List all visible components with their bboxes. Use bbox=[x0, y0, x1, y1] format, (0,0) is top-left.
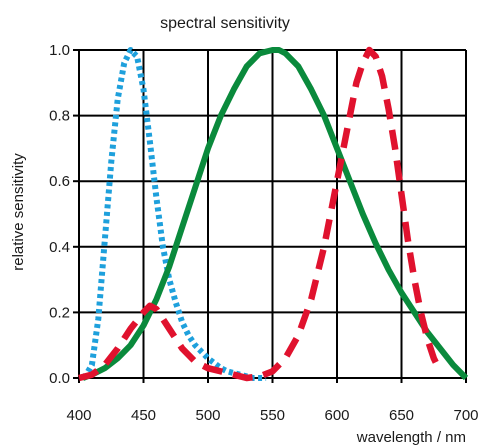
y-tick-label-5: 1.0 bbox=[49, 42, 70, 59]
chart-title: spectral sensitivity bbox=[160, 15, 290, 32]
y-tick-labels: 0.0 0.2 0.4 0.6 0.8 1.0 bbox=[49, 42, 79, 387]
x-tick-label-2: 500 bbox=[195, 407, 220, 424]
series-layer bbox=[78, 46, 469, 382]
series-line-2 bbox=[78, 46, 444, 382]
x-tick-label-5: 650 bbox=[389, 407, 414, 424]
series-line-0 bbox=[81, 47, 267, 381]
x-axis-title: wavelength / nm bbox=[356, 429, 466, 446]
y-axis-title: relative sensitivity bbox=[10, 153, 27, 271]
x-tick-label-4: 600 bbox=[324, 407, 349, 424]
series-line-1 bbox=[81, 47, 469, 381]
y-tick-label-2: 0.4 bbox=[49, 239, 70, 256]
x-tick-labels: 400 450 500 550 600 650 700 bbox=[66, 378, 479, 424]
y-tick-label-3: 0.6 bbox=[49, 173, 70, 190]
x-tick-label-3: 550 bbox=[260, 407, 285, 424]
grid bbox=[78, 49, 467, 379]
x-tick-label-6: 700 bbox=[453, 407, 478, 424]
x-tick-label-1: 450 bbox=[131, 407, 156, 424]
y-tick-label-0: 0.0 bbox=[49, 370, 70, 387]
y-tick-label-1: 0.2 bbox=[49, 304, 70, 321]
y-tick-label-4: 0.8 bbox=[49, 108, 70, 125]
x-tick-label-0: 400 bbox=[66, 407, 91, 424]
